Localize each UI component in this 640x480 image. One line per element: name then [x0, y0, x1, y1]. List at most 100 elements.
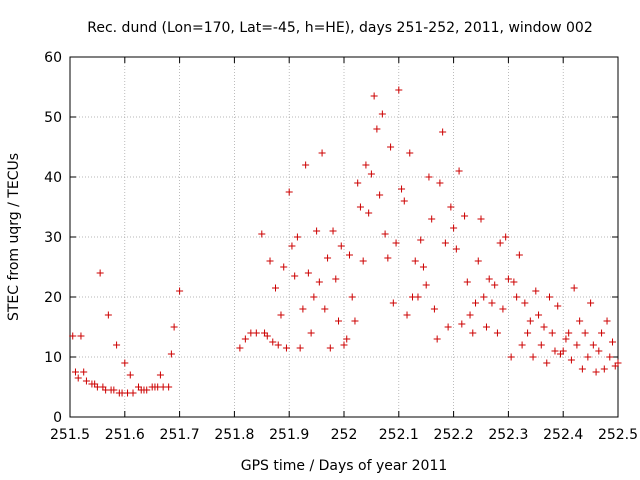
x-tick-label: 251.5	[50, 427, 90, 443]
data-points	[69, 86, 622, 397]
data-point	[293, 233, 301, 241]
data-point	[324, 254, 332, 262]
data-point	[425, 173, 433, 181]
data-point	[392, 239, 400, 247]
data-point	[113, 341, 121, 349]
y-tick-label: 50	[44, 110, 62, 126]
data-point	[252, 329, 260, 337]
data-point	[291, 272, 299, 280]
data-point	[419, 263, 427, 271]
data-point	[502, 233, 510, 241]
data-point	[603, 317, 611, 325]
data-point	[307, 329, 315, 337]
data-point	[269, 338, 277, 346]
data-point	[367, 170, 375, 178]
data-point	[614, 359, 622, 367]
data-point	[455, 167, 463, 175]
data-point	[272, 284, 279, 292]
data-point	[373, 125, 381, 133]
data-point	[313, 227, 321, 235]
data-point	[439, 128, 447, 136]
data-point	[156, 371, 164, 379]
data-point	[496, 239, 504, 247]
data-point	[77, 332, 85, 340]
data-point	[592, 368, 600, 376]
y-axis-label: STEC from uqrg / TECUs	[6, 153, 22, 321]
data-point	[600, 365, 608, 373]
x-axis-label: GPS time / Days of year 2011	[241, 458, 448, 474]
data-point	[521, 299, 529, 307]
data-point	[80, 368, 88, 376]
data-point	[444, 323, 452, 331]
data-point	[474, 257, 482, 265]
data-point	[595, 347, 603, 355]
data-point	[329, 227, 337, 235]
data-point	[359, 257, 367, 265]
x-tick-label: 252.3	[488, 427, 528, 443]
data-point	[524, 329, 532, 337]
data-point	[570, 284, 578, 292]
data-point	[567, 356, 575, 364]
data-point	[559, 347, 567, 355]
data-point	[343, 335, 351, 343]
data-point	[326, 344, 334, 352]
y-tick-label: 30	[44, 230, 62, 246]
data-point	[302, 161, 310, 169]
data-point	[82, 377, 90, 385]
data-point	[609, 338, 617, 346]
x-tick-label: 252.1	[379, 427, 419, 443]
y-tick-label: 60	[44, 50, 62, 66]
data-point	[578, 365, 586, 373]
data-point	[554, 302, 562, 310]
data-point	[69, 332, 77, 340]
data-point	[466, 311, 474, 319]
data-point	[587, 299, 595, 307]
data-point	[422, 281, 430, 289]
data-point	[430, 305, 438, 313]
data-point	[74, 374, 82, 382]
x-tick-label: 251.9	[269, 427, 309, 443]
data-point	[304, 269, 312, 277]
x-tick-label: 252.5	[598, 427, 638, 443]
data-point	[447, 203, 455, 211]
data-point	[96, 269, 104, 277]
data-point	[491, 281, 499, 289]
data-point	[493, 329, 501, 337]
x-tick-label: 252.4	[543, 427, 583, 443]
data-point	[296, 344, 304, 352]
data-point	[584, 353, 592, 361]
data-point	[398, 185, 406, 193]
data-point	[395, 86, 403, 94]
data-point	[526, 317, 534, 325]
data-point	[488, 299, 496, 307]
data-point	[452, 245, 460, 253]
data-point	[458, 320, 466, 328]
grid-lines	[70, 57, 618, 417]
data-point	[318, 149, 326, 157]
data-point	[263, 332, 271, 340]
x-axis-ticks: 251.5 251.6 251.7 251.8 251.9 252 252.1 252.2 25…	[50, 57, 638, 443]
data-point	[258, 230, 266, 238]
data-point	[110, 386, 118, 394]
data-point	[356, 203, 364, 211]
data-point	[277, 311, 285, 319]
data-point	[606, 353, 614, 361]
data-point	[340, 341, 348, 349]
data-point	[546, 293, 553, 301]
data-point	[406, 149, 414, 157]
y-tick-label: 20	[44, 290, 62, 306]
data-point	[436, 179, 444, 187]
data-point	[417, 236, 425, 244]
data-point	[335, 317, 343, 325]
y-tick-label: 0	[53, 410, 62, 426]
data-point	[565, 329, 573, 337]
data-point	[562, 335, 570, 343]
data-point	[387, 143, 395, 151]
data-point	[510, 278, 518, 286]
data-point	[315, 278, 323, 286]
x-tick-label: 252	[331, 427, 358, 443]
data-point	[461, 212, 469, 220]
data-point	[285, 188, 293, 196]
data-point	[513, 293, 521, 301]
